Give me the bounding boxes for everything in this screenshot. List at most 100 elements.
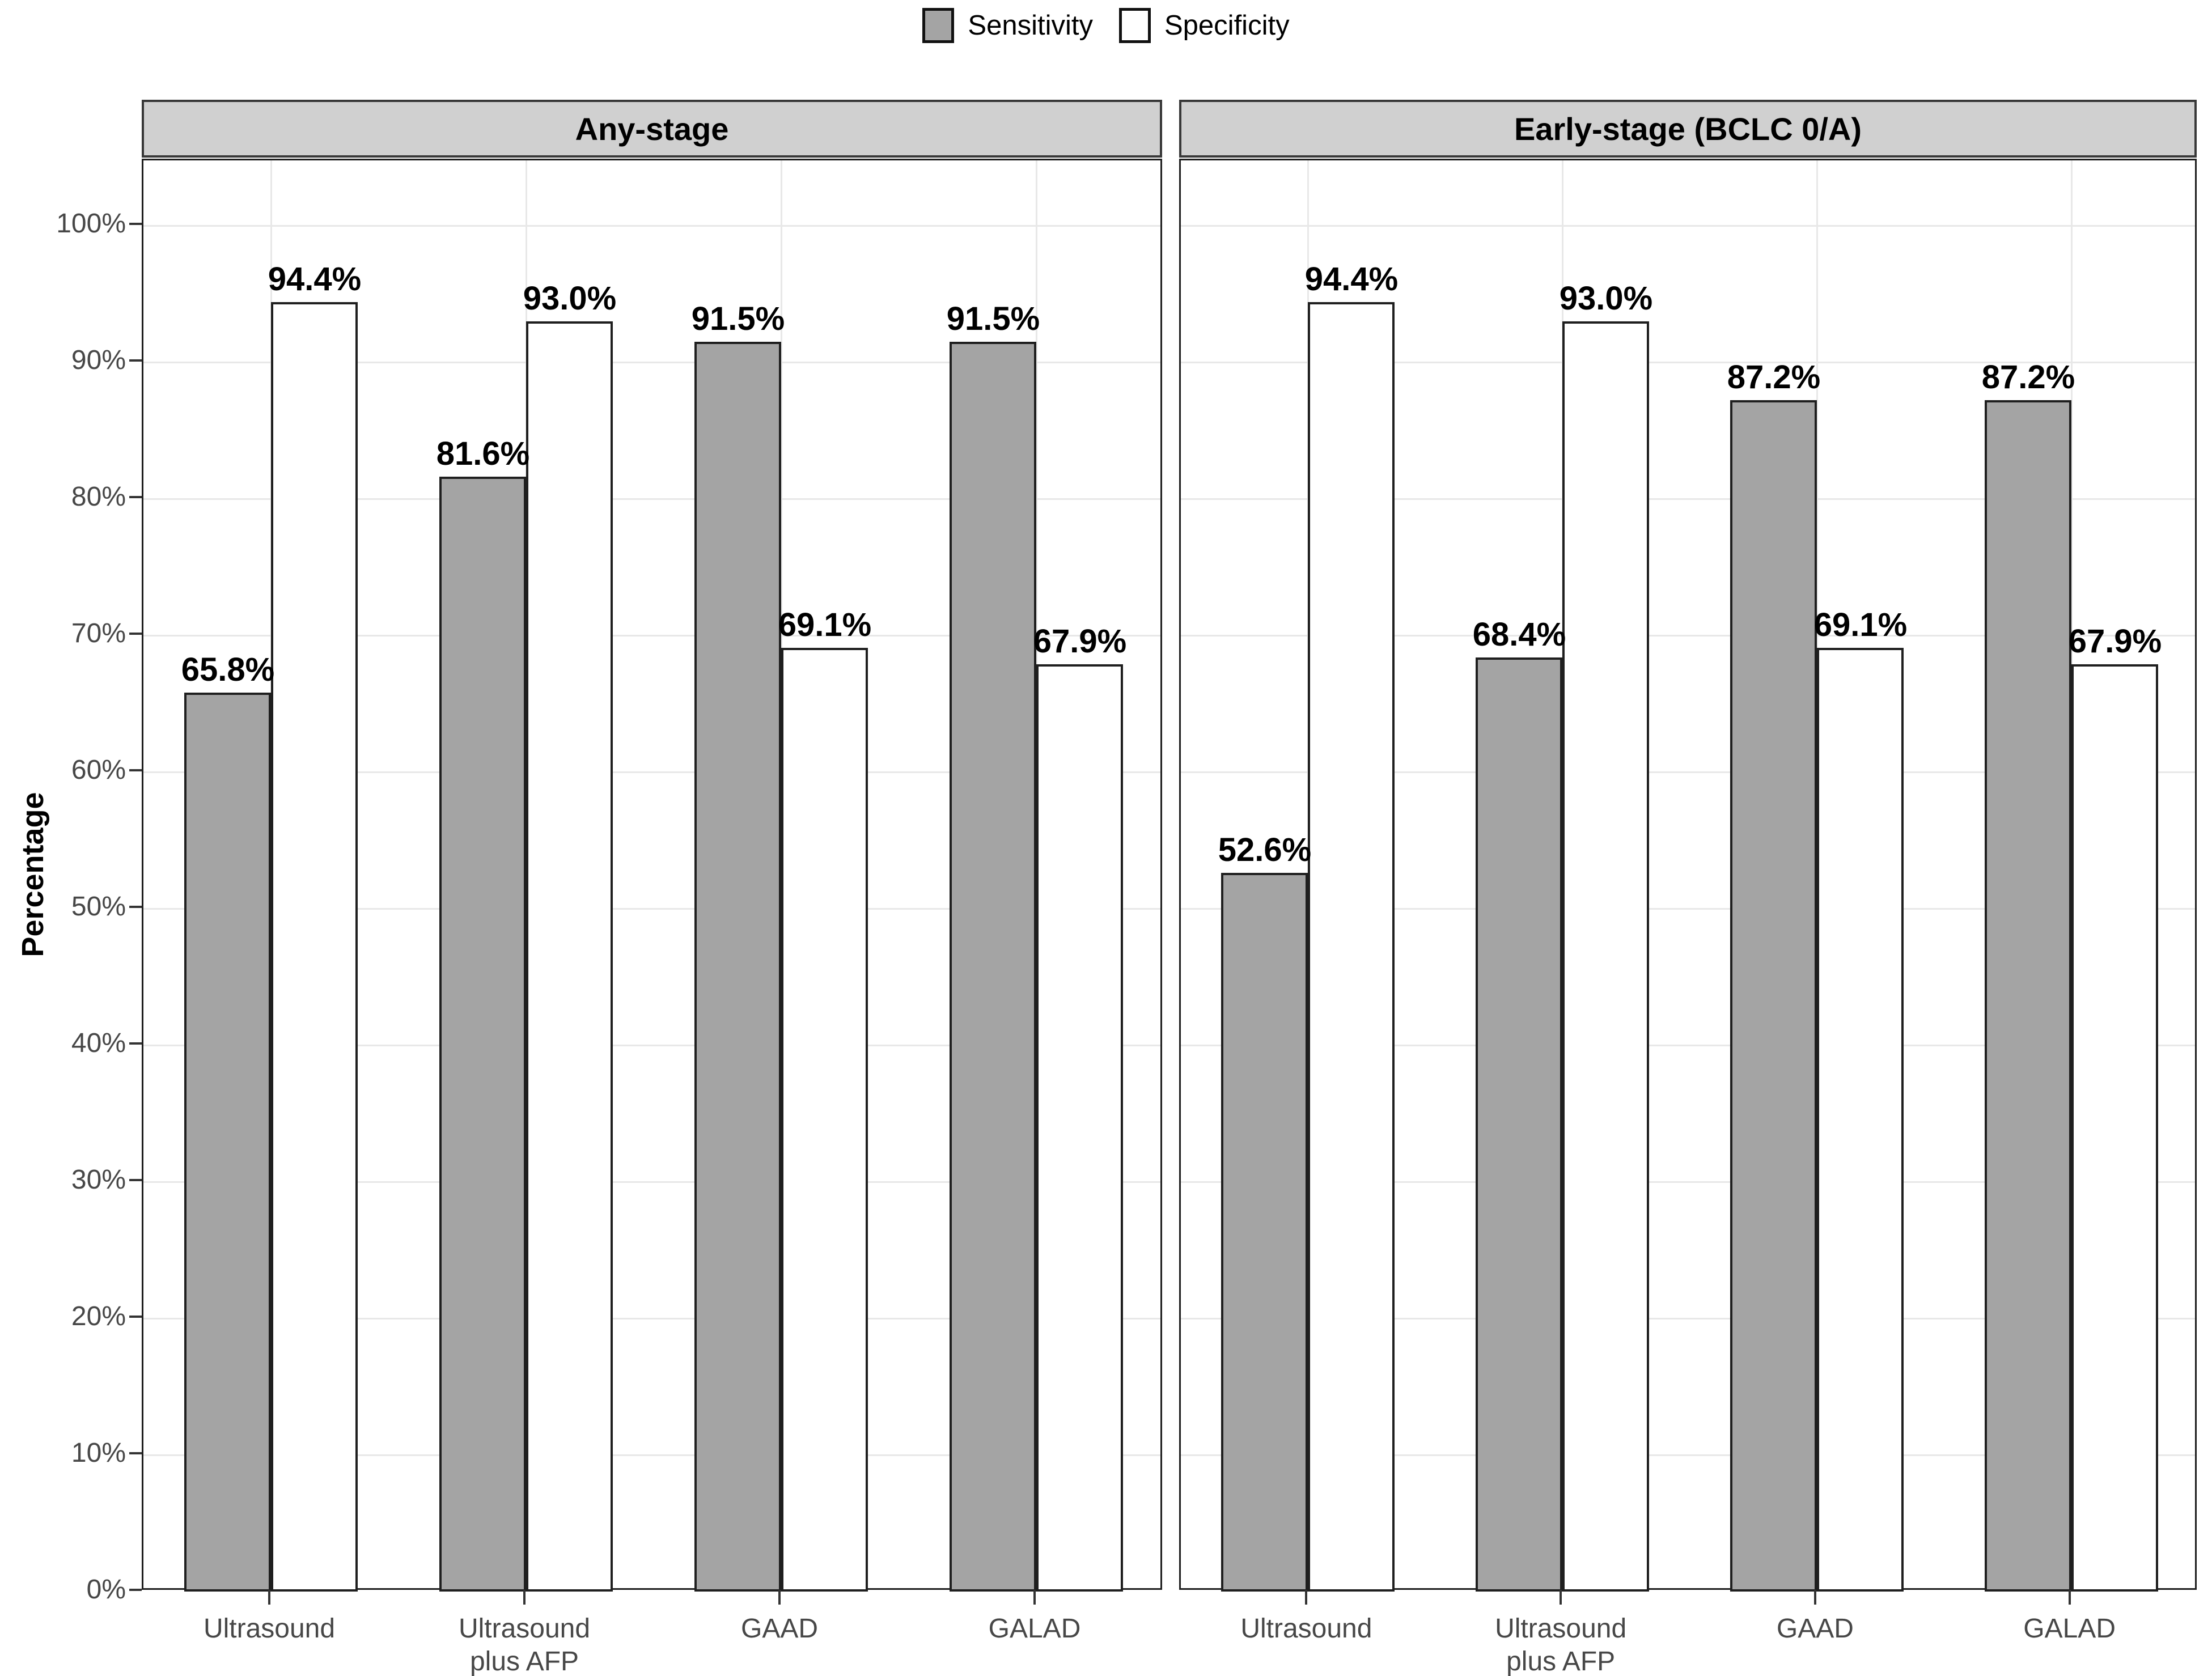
legend-swatch-sensitivity-icon <box>922 8 955 43</box>
y-tick-label: 100% <box>56 209 126 239</box>
bar-value-label: 91.5% <box>946 300 1040 337</box>
x-tick-mark <box>523 1590 526 1605</box>
x-tick-mark <box>778 1590 781 1605</box>
y-tick-label: 90% <box>71 345 126 375</box>
bar-value-label: 67.9% <box>1033 623 1127 660</box>
y-tick-mark <box>129 906 142 908</box>
y-tick-label: 40% <box>71 1028 126 1058</box>
gridline-h <box>1181 225 2195 227</box>
bar-sensitivity <box>950 342 1036 1592</box>
x-tick-label-line: Ultrasound <box>203 1614 336 1644</box>
gridline-h <box>1181 1454 2195 1456</box>
x-tick-label-line: plus AFP <box>469 1647 579 1676</box>
x-tick-label: Ultrasound <box>128 1613 411 1645</box>
gridline-h <box>143 1045 1160 1046</box>
panel: 65.8% 81.6% 91.5% 91.5% 94.4% 93.0% 69.1% 67.9% <box>142 159 1162 1592</box>
x-tick-label: GALAD <box>1928 1613 2211 1645</box>
bar-value-label: 52.6% <box>1218 831 1312 868</box>
x-tick-mark <box>1033 1590 1036 1605</box>
y-tick-label: 50% <box>71 892 126 922</box>
gridline-h <box>1181 498 2195 500</box>
bar-value-label: 65.8% <box>181 651 275 688</box>
y-tick-label: 60% <box>71 755 126 785</box>
gridline-h <box>1181 362 2195 363</box>
panel: 52.6% 68.4% 87.2% 87.2% 94.4% 93.0% 69.1% 67.9% <box>1179 159 2197 1592</box>
bar-value-label: 93.0% <box>1559 280 1653 317</box>
bar-sensitivity <box>439 477 526 1592</box>
bar-specificity <box>526 321 613 1592</box>
legend-item-sensitivity: Sensitivity <box>922 8 1093 43</box>
y-tick-mark <box>129 769 142 771</box>
bar-value-label: 69.1% <box>778 606 872 643</box>
gridline-h <box>1181 635 2195 637</box>
y-tick-mark <box>129 359 142 362</box>
bar-specificity <box>1036 664 1123 1592</box>
y-tick-mark <box>129 1589 142 1591</box>
bar-specificity <box>271 302 358 1592</box>
x-tick-label-line: plus AFP <box>1506 1647 1616 1676</box>
y-tick-label: 80% <box>71 482 126 512</box>
facet-strip: Any-stage <box>142 100 1162 158</box>
bar-sensitivity <box>1985 400 2071 1592</box>
bar-specificity <box>1562 321 1649 1592</box>
y-tick-mark <box>129 633 142 635</box>
bar-sensitivity <box>1476 657 1562 1592</box>
bar-value-label: 94.4% <box>268 261 362 298</box>
facet-strip-title: Early-stage (BCLC 0/A) <box>1514 111 1862 147</box>
facet-strip-title: Any-stage <box>575 111 729 147</box>
bar-value-label: 68.4% <box>1472 616 1566 653</box>
bar-sensitivity <box>184 693 271 1592</box>
gridline-h <box>143 908 1160 910</box>
gridline-h <box>1181 908 2195 910</box>
gridline-h <box>143 1318 1160 1319</box>
x-tick-label-line: GALAD <box>988 1614 1081 1644</box>
x-tick-mark <box>1305 1590 1308 1605</box>
x-tick-label-line: GALAD <box>2023 1614 2116 1644</box>
bar-value-label: 93.0% <box>523 280 617 317</box>
x-tick-mark <box>1813 1590 1816 1605</box>
gridline-h <box>1181 771 2195 773</box>
gridline-h <box>1181 1045 2195 1046</box>
bar-sensitivity <box>1221 873 1308 1592</box>
bar-value-label: 69.1% <box>1813 606 1908 643</box>
bar-value-label: 81.6% <box>436 435 530 472</box>
y-tick-mark <box>129 496 142 498</box>
legend-label: Specificity <box>1164 10 1290 41</box>
legend-item-specificity: Specificity <box>1119 8 1290 43</box>
y-tick-mark <box>129 1042 142 1045</box>
bar-value-label: 91.5% <box>691 300 785 337</box>
bar-value-label: 87.2% <box>1981 359 2075 396</box>
x-tick-mark <box>2068 1590 2071 1605</box>
bar-sensitivity <box>694 342 781 1592</box>
bar-specificity <box>781 648 868 1592</box>
y-tick-label: 70% <box>71 618 126 648</box>
gridline-h <box>143 1454 1160 1456</box>
legend-swatch-specificity-icon <box>1119 8 1151 43</box>
x-tick-label: Ultrasound plus AFP <box>1419 1613 1702 1676</box>
gridline-h <box>143 1181 1160 1183</box>
gridline-h <box>143 362 1160 363</box>
gridline-h <box>143 635 1160 637</box>
gridline-h <box>1181 1181 2195 1183</box>
legend-label: Sensitivity <box>968 10 1093 41</box>
bar-specificity <box>1308 302 1395 1592</box>
gridline-h <box>1181 1318 2195 1319</box>
y-tick-mark <box>129 1179 142 1181</box>
x-tick-label: GALAD <box>893 1613 1176 1645</box>
y-tick-label: 10% <box>71 1438 126 1468</box>
gridline-h <box>143 771 1160 773</box>
y-tick-label: 0% <box>86 1575 126 1605</box>
x-tick-label-line: Ultrasound <box>458 1614 591 1644</box>
x-tick-label: Ultrasound plus AFP <box>383 1613 666 1676</box>
x-tick-label: GAAD <box>1673 1613 1957 1645</box>
x-tick-label: Ultrasound <box>1164 1613 1448 1645</box>
gridline-h <box>143 498 1160 500</box>
bar-sensitivity <box>1730 400 1817 1592</box>
x-tick-label-line: Ultrasound <box>1240 1614 1372 1644</box>
x-tick-mark <box>268 1590 270 1605</box>
y-axis-title: Percentage <box>16 791 50 957</box>
x-tick-label-line: GAAD <box>740 1614 819 1644</box>
legend: Sensitivity Specificity <box>0 8 2212 43</box>
bar-specificity <box>2071 664 2158 1592</box>
